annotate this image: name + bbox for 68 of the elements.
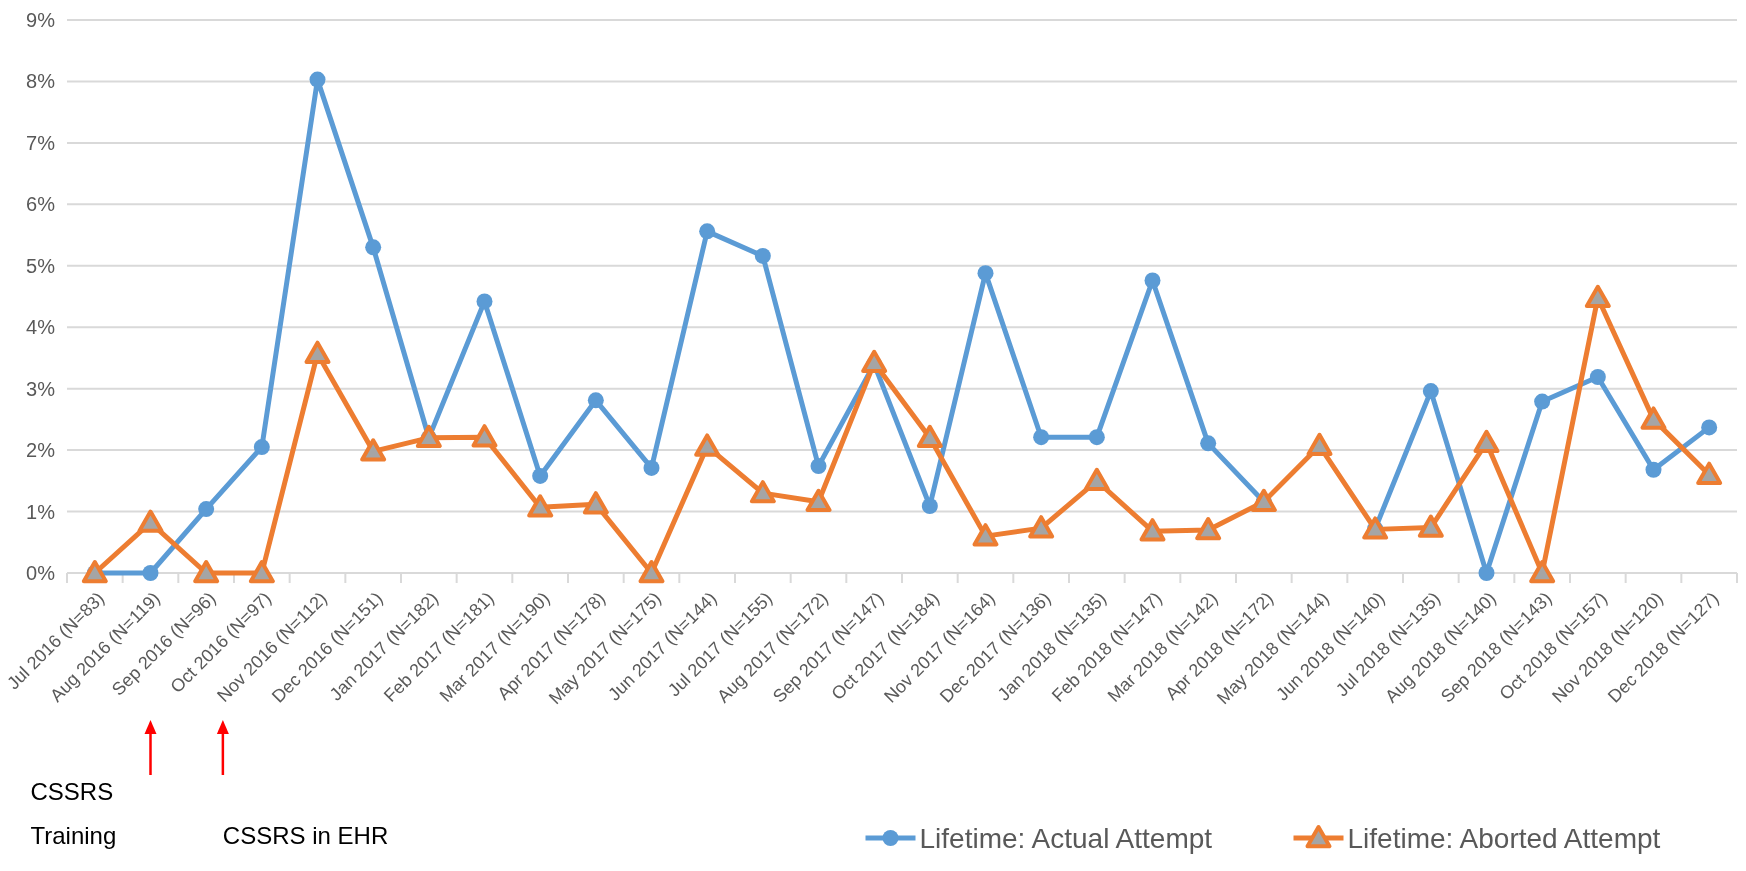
point bbox=[532, 467, 549, 484]
point bbox=[749, 480, 776, 504]
point bbox=[309, 71, 326, 88]
y-tick-label: 4% bbox=[26, 316, 56, 339]
point bbox=[1534, 393, 1551, 410]
point bbox=[360, 438, 387, 462]
point bbox=[1584, 284, 1611, 308]
point bbox=[861, 349, 888, 374]
point bbox=[248, 560, 275, 584]
point bbox=[1529, 560, 1556, 584]
point bbox=[253, 439, 270, 456]
point bbox=[476, 293, 493, 310]
point bbox=[810, 458, 827, 475]
point bbox=[1306, 432, 1333, 457]
point bbox=[471, 424, 498, 448]
point bbox=[304, 340, 331, 364]
point bbox=[1696, 461, 1723, 485]
point bbox=[754, 247, 771, 264]
point bbox=[1362, 516, 1389, 540]
y-tick-label: 5% bbox=[26, 254, 56, 277]
y-tick-label: 2% bbox=[26, 439, 56, 462]
point bbox=[1033, 429, 1050, 446]
point bbox=[81, 560, 108, 584]
point bbox=[1250, 488, 1277, 512]
point bbox=[1701, 419, 1718, 436]
legend-label: Lifetime: Aborted Attempt bbox=[1347, 822, 1661, 854]
point bbox=[972, 523, 999, 547]
point bbox=[1195, 516, 1222, 541]
point bbox=[137, 509, 164, 533]
point bbox=[638, 560, 665, 584]
text: CSSRS in EHR bbox=[222, 822, 389, 849]
y-tick-label: 8% bbox=[26, 70, 56, 93]
point bbox=[1589, 368, 1606, 385]
point bbox=[1144, 272, 1161, 289]
point bbox=[198, 501, 215, 518]
point bbox=[1028, 515, 1055, 539]
point bbox=[582, 491, 609, 515]
point bbox=[1473, 429, 1500, 453]
point bbox=[977, 265, 994, 282]
y-tick-label: 6% bbox=[26, 193, 56, 216]
y-tick-label: 0% bbox=[26, 562, 56, 584]
point bbox=[527, 494, 554, 518]
point bbox=[415, 424, 442, 449]
text: CSSRS Training bbox=[30, 778, 117, 849]
point bbox=[1640, 406, 1667, 430]
point bbox=[694, 433, 721, 457]
point bbox=[1417, 514, 1444, 538]
point bbox=[916, 424, 943, 449]
y-tick-label: 9% bbox=[26, 9, 56, 31]
point bbox=[1478, 565, 1495, 581]
point bbox=[365, 239, 382, 256]
legend-label: Lifetime: Actual Attempt bbox=[919, 822, 1213, 854]
point bbox=[643, 459, 660, 476]
y-tick-label: 3% bbox=[26, 377, 56, 400]
point bbox=[1088, 429, 1105, 446]
point bbox=[921, 498, 938, 515]
point bbox=[1083, 467, 1110, 492]
point bbox=[1139, 518, 1166, 542]
point bbox=[587, 392, 604, 409]
point bbox=[1645, 461, 1662, 478]
point bbox=[193, 560, 220, 584]
point bbox=[699, 223, 716, 240]
y-tick-label: 1% bbox=[26, 500, 56, 523]
point bbox=[805, 488, 832, 512]
y-tick-label: 7% bbox=[26, 131, 56, 154]
point bbox=[142, 565, 159, 581]
point bbox=[1200, 435, 1217, 452]
point bbox=[1422, 383, 1439, 400]
